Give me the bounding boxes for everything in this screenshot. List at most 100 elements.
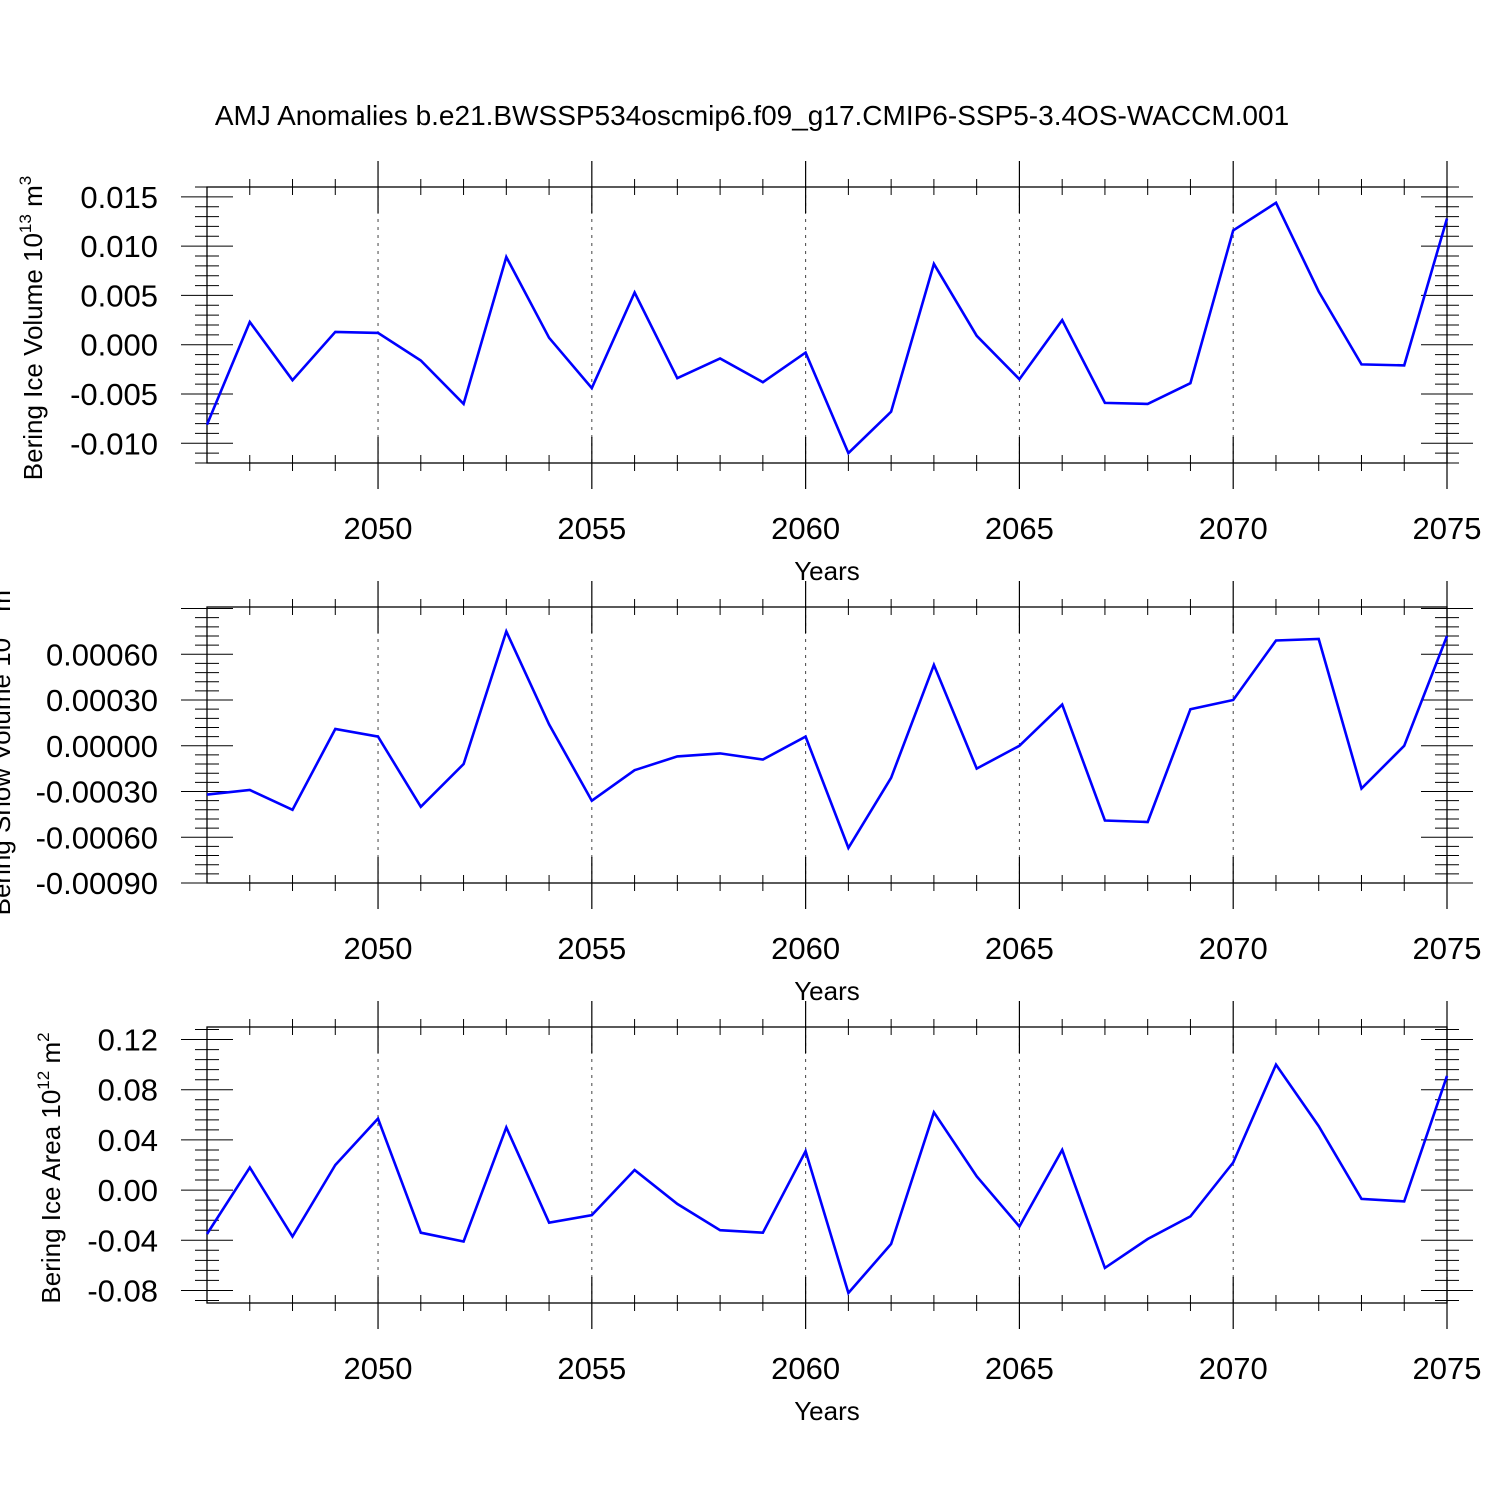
x-tick-label: 2065 — [985, 931, 1054, 966]
data-point — [633, 1168, 637, 1172]
data-point — [1060, 703, 1064, 707]
y-tick-label: -0.010 — [70, 426, 158, 461]
y-axis-label: Bering Ice Volume 1013 m3 — [16, 176, 48, 480]
data-point — [1402, 1199, 1406, 1203]
data-point — [376, 735, 380, 739]
data-point — [718, 751, 722, 755]
data-point — [1359, 1197, 1363, 1201]
data-point — [547, 722, 551, 726]
x-tick-label: 2050 — [344, 511, 413, 546]
x-tick-label: 2060 — [771, 931, 840, 966]
data-point — [1402, 744, 1406, 748]
panel-2: 2050 2055 2060 2065 2070 2075 -0.00090 -0.00060… — [0, 581, 1481, 1006]
data-point — [675, 754, 679, 758]
y-tick-label: 0.000 — [80, 328, 158, 363]
data-point — [846, 451, 850, 455]
x-tick-label: 2065 — [985, 1351, 1054, 1386]
series-line — [205, 200, 1449, 456]
data-point — [1231, 698, 1235, 702]
data-point — [333, 330, 337, 334]
data-point — [205, 1232, 209, 1236]
y-axis-label-superscript: 13 — [16, 214, 35, 233]
data-point — [419, 358, 423, 362]
data-point — [590, 799, 594, 803]
x-tick-label: 2050 — [344, 931, 413, 966]
x-tick-label: 2075 — [1413, 1351, 1482, 1386]
data-point — [248, 788, 252, 792]
data-point — [590, 1213, 594, 1217]
data-point — [846, 846, 850, 850]
data-point — [718, 1228, 722, 1232]
x-axis-label: Years — [794, 556, 860, 586]
x-tick-label: 2055 — [557, 511, 626, 546]
data-point — [504, 1125, 508, 1129]
x-tick-label: 2060 — [771, 1351, 840, 1386]
y-tick-label: 0.00060 — [46, 637, 158, 672]
y-tick-label: -0.00060 — [36, 820, 158, 855]
y-axis-label-text: m — [0, 590, 16, 619]
plot-frame — [206, 606, 1448, 884]
data-point — [1231, 1160, 1235, 1164]
data-point — [1017, 1224, 1021, 1228]
data-point — [1103, 818, 1107, 822]
x-tick-label: 2070 — [1199, 511, 1268, 546]
x-axis-label: Years — [794, 976, 860, 1006]
data-point — [1188, 381, 1192, 385]
y-axis-label-text: Bering Snow Volume 10 — [0, 638, 16, 916]
y-tick-label: -0.08 — [87, 1273, 158, 1308]
y-axis-label-text: Bering Ice Volume 10 — [18, 233, 48, 480]
data-point — [376, 331, 380, 335]
x-tick-label: 2060 — [771, 511, 840, 546]
y-tick-label: 0.005 — [80, 278, 158, 313]
data-point — [675, 376, 679, 380]
data-point — [761, 757, 765, 761]
data-point — [547, 336, 551, 340]
data-point — [633, 768, 637, 772]
y-tick-label: 0.015 — [80, 180, 158, 215]
y-tick-label: 0.00000 — [46, 729, 158, 764]
data-point — [889, 1242, 893, 1246]
data-point — [1146, 1237, 1150, 1241]
x-tick-label: 2055 — [557, 931, 626, 966]
data-point — [1445, 634, 1449, 638]
data-point — [804, 351, 808, 355]
data-point — [1317, 1124, 1321, 1128]
data-point — [462, 1240, 466, 1244]
data-point — [932, 663, 936, 667]
data-point — [248, 320, 252, 324]
data-point — [889, 410, 893, 414]
x-tick-label: 2075 — [1413, 511, 1482, 546]
data-point — [1103, 1266, 1107, 1270]
y-axis-label: Bering Ice Area 1012 m2 — [34, 1032, 66, 1303]
data-point — [462, 762, 466, 766]
y-axis-label-text: m — [18, 185, 48, 214]
data-point — [1017, 377, 1021, 381]
data-point — [205, 423, 209, 427]
data-point — [547, 1221, 551, 1225]
data-point — [1274, 201, 1278, 205]
data-point — [633, 290, 637, 294]
y-axis-label-superscript: 13 — [0, 619, 3, 638]
data-point — [1231, 228, 1235, 232]
series-line — [205, 1061, 1449, 1296]
y-tick-label: -0.00030 — [36, 775, 158, 810]
data-point — [1060, 318, 1064, 322]
data-point — [291, 808, 295, 812]
data-point — [1359, 786, 1363, 790]
data-point — [1274, 1063, 1278, 1067]
y-axis-label-text: Bering Ice Area 10 — [36, 1090, 66, 1304]
data-point — [1146, 820, 1150, 824]
data-point — [291, 1235, 295, 1239]
x-tick-label: 2070 — [1199, 931, 1268, 966]
y-tick-label: -0.00090 — [36, 866, 158, 901]
data-point — [504, 629, 508, 633]
panel-1: 2050 2055 2060 2065 2070 2075 -0.010 -0.005 0.00… — [16, 161, 1481, 586]
chart-title: AMJ Anomalies b.e21.BWSSP534oscmip6.f09_… — [215, 100, 1289, 131]
data-point — [590, 386, 594, 390]
data-point — [462, 402, 466, 406]
y-axis-label: Bering Snow Volume 1013 m3 — [0, 581, 16, 916]
plot-frame — [206, 186, 1448, 464]
data-point — [1188, 707, 1192, 711]
x-tick-label: 2050 — [344, 1351, 413, 1386]
